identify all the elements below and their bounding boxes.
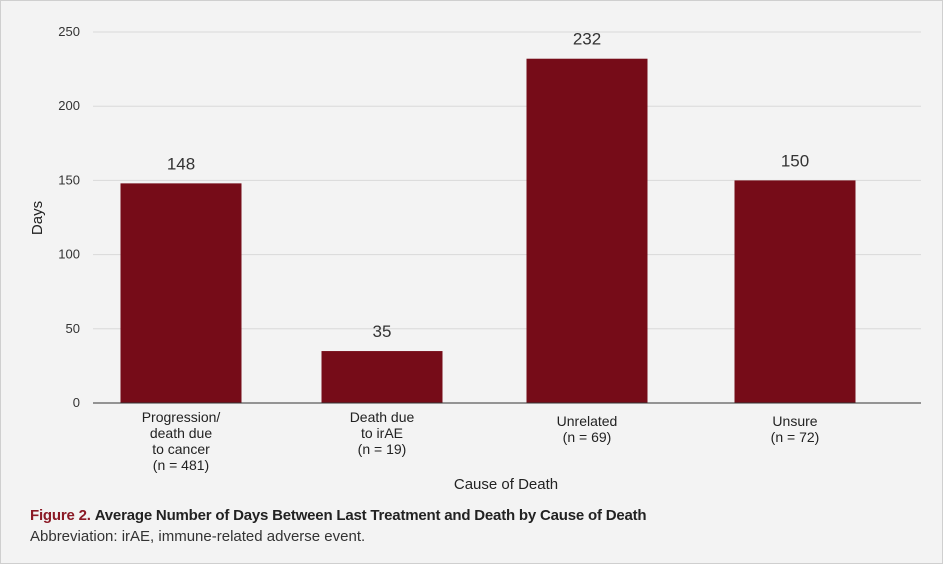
- figure-number: Figure 2.: [30, 507, 91, 524]
- bar-value-label: 148: [167, 154, 195, 173]
- bar: [321, 351, 443, 403]
- x-axis-category-labels: Progression/death due to cancer (n = 481) D…: [142, 409, 820, 473]
- y-tick-label: 200: [58, 98, 80, 113]
- x-tick-label: Progression/death due to cancer (n = 481): [142, 409, 221, 473]
- x-tick-label: Death due to irAE (n = 19): [350, 409, 415, 457]
- y-tick-label: 250: [58, 24, 80, 39]
- bar-value-label: 232: [573, 30, 601, 49]
- x-tick-label: Unsure (n = 72): [771, 413, 820, 445]
- figure-title: Average Number of Days Between Last Trea…: [94, 507, 647, 524]
- figure-caption: Figure 2. Average Number of Days Between …: [30, 507, 910, 545]
- bar: [526, 58, 648, 403]
- x-axis-title: Cause of Death: [454, 476, 558, 493]
- caption-title-line: Figure 2. Average Number of Days Between …: [30, 507, 910, 524]
- bar-value-label: 35: [373, 322, 392, 341]
- y-tick-label: 0: [73, 395, 80, 410]
- y-tick-label: 100: [58, 247, 80, 262]
- bar: [120, 183, 242, 403]
- y-axis-ticks: 0 50 100 150 200 250: [58, 24, 80, 410]
- bars: [120, 58, 856, 403]
- value-labels: 148 35 232 150: [167, 30, 809, 341]
- x-tick-label: Unrelated (n = 69): [557, 413, 618, 445]
- caption-note: Abbreviation: irAE, immune-related adver…: [30, 528, 366, 545]
- y-tick-label: 50: [66, 321, 80, 336]
- y-axis-title: Days: [29, 201, 46, 235]
- bar-value-label: 150: [781, 151, 809, 170]
- y-tick-label: 150: [58, 172, 80, 187]
- bar: [734, 180, 856, 403]
